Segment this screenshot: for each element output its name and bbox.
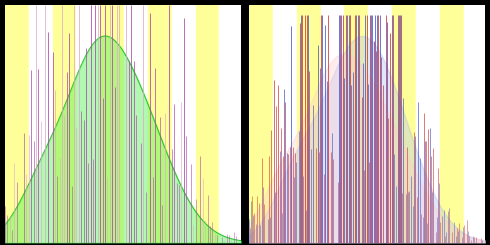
Bar — [368, 5, 392, 243]
Bar — [320, 5, 344, 243]
Bar — [464, 5, 488, 243]
Bar — [148, 5, 172, 243]
Bar — [416, 5, 440, 243]
Bar — [196, 5, 220, 243]
Bar — [220, 5, 243, 243]
Bar — [100, 5, 124, 243]
Bar — [273, 5, 297, 243]
Bar — [392, 5, 416, 243]
Bar — [297, 5, 320, 243]
Bar — [344, 5, 368, 243]
Bar — [249, 5, 273, 243]
Bar — [29, 5, 52, 243]
Bar — [76, 5, 100, 243]
Bar — [5, 5, 29, 243]
Bar — [440, 5, 464, 243]
Bar — [124, 5, 148, 243]
Bar — [172, 5, 196, 243]
Bar — [52, 5, 76, 243]
